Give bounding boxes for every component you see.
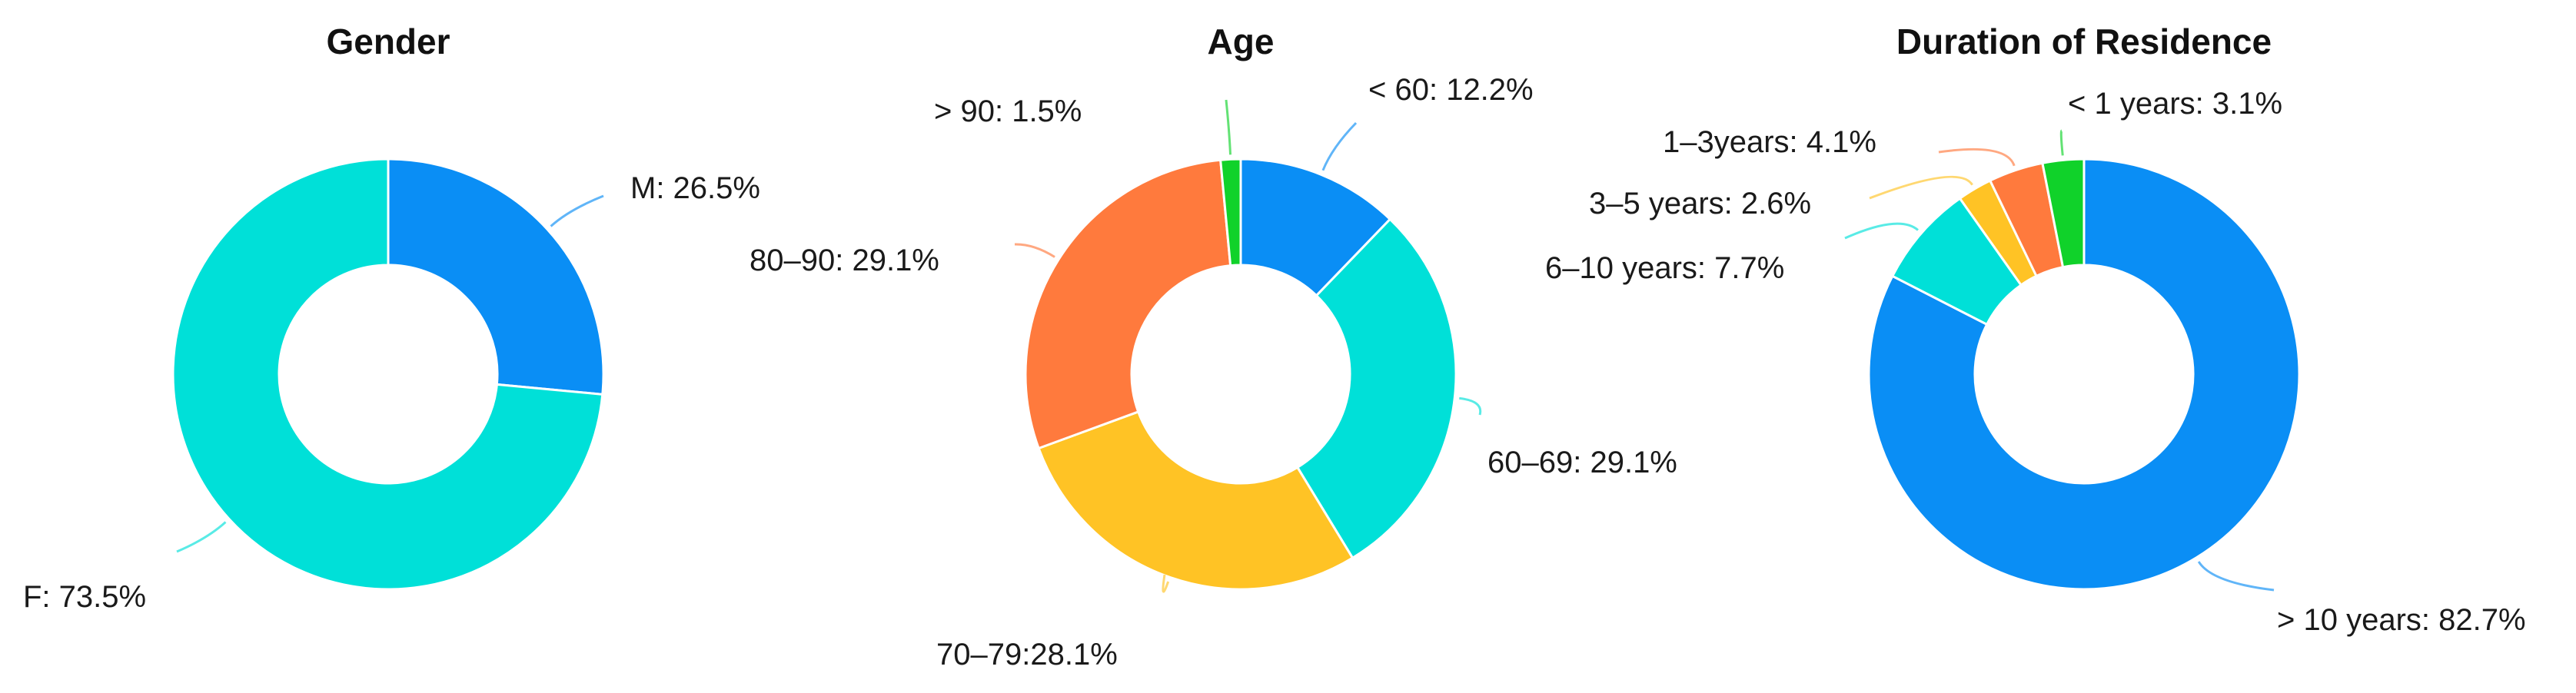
label-leader-line — [1844, 222, 1920, 240]
slice-label: 80–90: 29.1% — [750, 244, 939, 277]
donut-slice — [1219, 158, 1242, 267]
label-leader-line — [1869, 175, 1973, 200]
label-leader-line — [1162, 574, 1170, 593]
label-leader-line — [2059, 129, 2064, 156]
slice-label: 6–10 years: 7.7% — [1545, 251, 1784, 285]
label-leader-line — [550, 194, 604, 227]
slice-label: > 10 years: 82.7% — [2277, 603, 2526, 637]
slice-label: 3–5 years: 2.6% — [1589, 187, 1811, 220]
slice-label: M: 26.5% — [630, 171, 760, 205]
donut-slice — [1024, 158, 1232, 450]
slice-label: 60–69: 29.1% — [1487, 446, 1677, 479]
chart-gender: Gender M: 26.5% F: 73.5% — [23, 22, 760, 614]
donut-slice — [1037, 410, 1354, 591]
slice-label: < 60: 12.2% — [1368, 73, 1534, 107]
donut-slice — [1295, 217, 1458, 560]
chart-title: Duration of Residence — [1896, 22, 2272, 61]
donut-slice — [1867, 158, 2301, 591]
donut-slice — [171, 158, 604, 591]
chart-age: Age < 60: 12.2% 60–69: 29.1% 70–79:28.1% 80–… — [750, 22, 1677, 671]
donut-slice — [387, 158, 605, 396]
label-leader-line — [1938, 148, 2016, 167]
slice-label: > 90: 1.5% — [934, 94, 1082, 128]
slice-label: < 1 years: 3.1% — [2068, 87, 2282, 121]
label-leader-line — [2197, 561, 2275, 592]
slice-label: 1–3years: 4.1% — [1663, 125, 1876, 159]
chart-title: Gender — [326, 22, 450, 61]
chart-duration-of-residence: Duration of Residence > 10 years: 82.7% 6–… — [1545, 22, 2526, 637]
label-leader-line — [1459, 396, 1482, 416]
donut-slice — [2041, 158, 2086, 269]
slice-label: 70–79:28.1% — [936, 638, 1118, 671]
label-leader-line — [176, 521, 227, 553]
label-leader-line — [1225, 99, 1232, 155]
chart-title: Age — [1208, 22, 1275, 61]
label-leader-line — [1321, 121, 1358, 171]
donut-slice — [1239, 158, 1392, 297]
slice-label: F: 73.5% — [23, 580, 146, 614]
label-leader-line — [1014, 243, 1055, 258]
